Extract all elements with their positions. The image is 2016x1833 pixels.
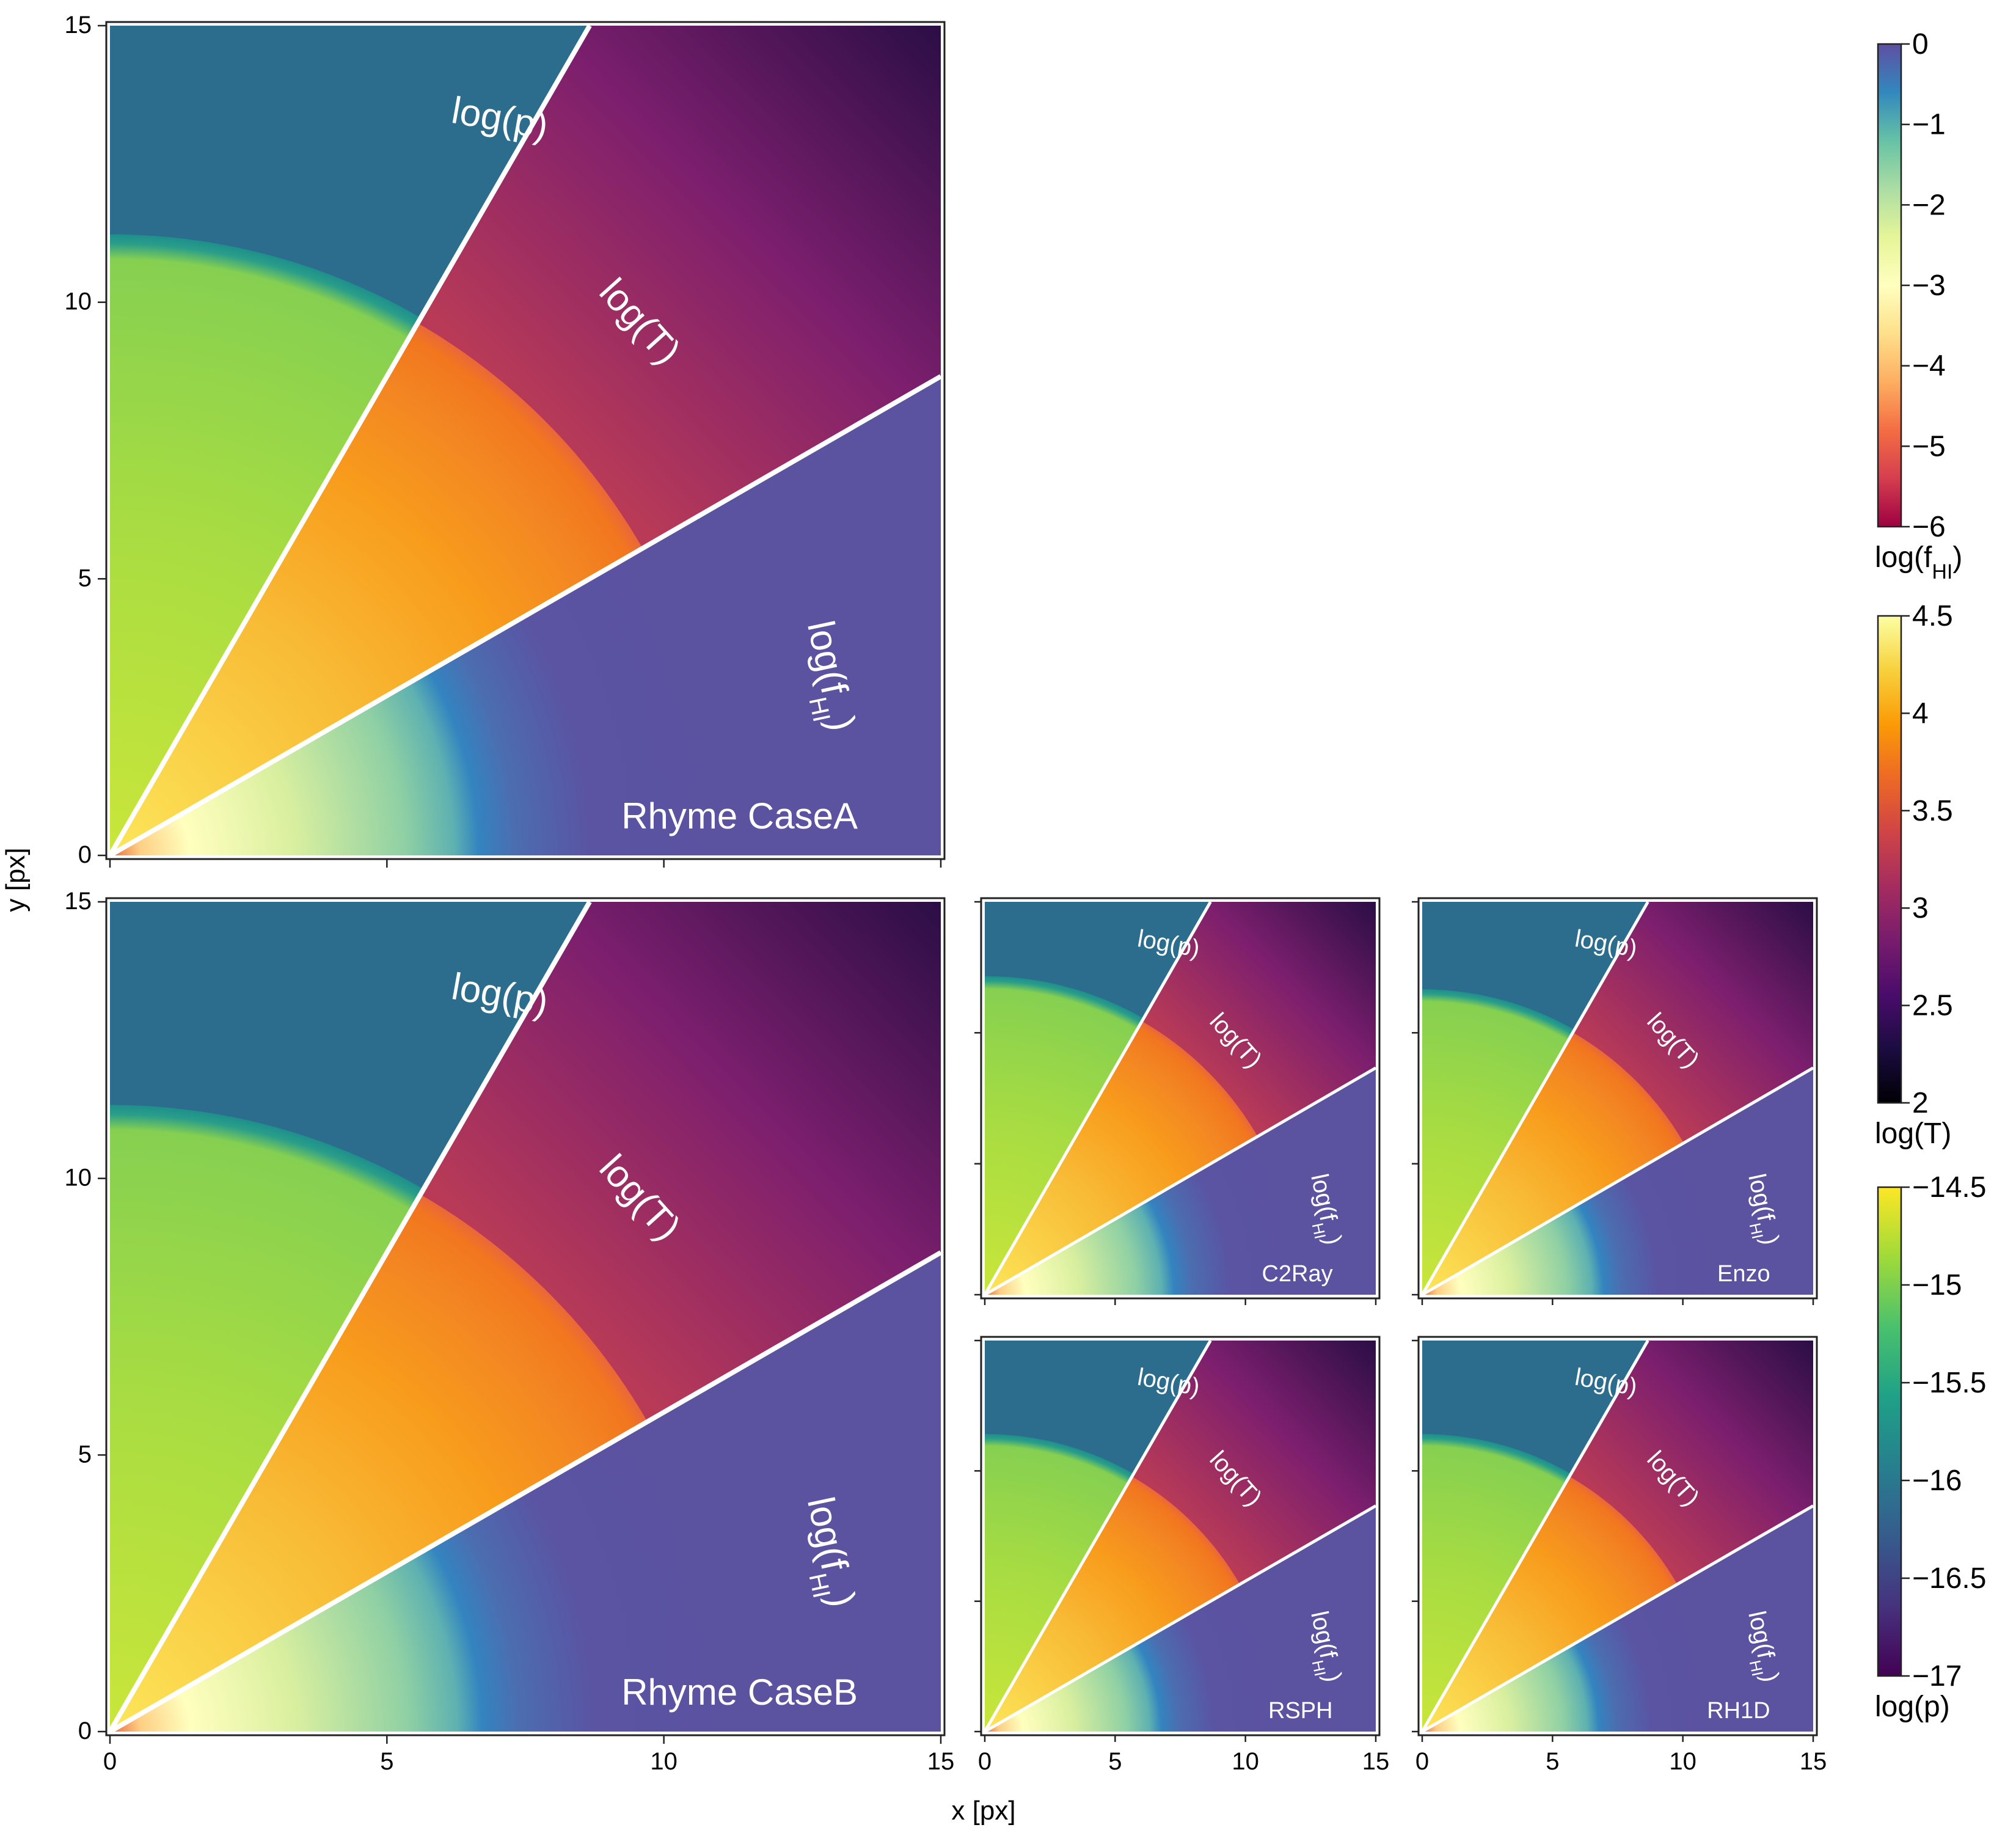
colorbar-tick-label: 0 (1912, 28, 1929, 60)
y-axis-label: y [px] (1, 847, 31, 912)
panel-title: Rhyme CaseA (621, 796, 858, 836)
colorbar-strip (1878, 44, 1901, 527)
x-axis-label: x [px] (951, 1796, 1015, 1826)
colorbar-tick-label: −2 (1912, 189, 1946, 221)
x-tick-label: 15 (1362, 1748, 1390, 1775)
y-tick-label: 10 (65, 1165, 92, 1191)
colorbar-tick-label: 3 (1912, 892, 1929, 924)
x-tick-label: 0 (978, 1748, 992, 1775)
x-tick-label: 0 (103, 1748, 117, 1775)
colorbar-tick-label: −15 (1912, 1269, 1962, 1301)
x-tick-label: 15 (927, 1748, 955, 1775)
y-tick-label: 0 (78, 1718, 92, 1744)
colorbar-tick-label: −16 (1912, 1465, 1962, 1497)
y-tick-label: 15 (65, 12, 92, 38)
panel-title: Rhyme CaseB (621, 1672, 858, 1713)
colorbar-tick-label: −5 (1912, 430, 1946, 463)
panel-title: RSPH (1268, 1698, 1333, 1724)
colorbar-strip (1878, 1187, 1901, 1676)
colorbar-tick-label: 2.5 (1912, 990, 1953, 1022)
colorbar-tick-label: −17 (1912, 1660, 1962, 1692)
y-tick-label: 10 (65, 288, 92, 315)
x-tick-label: 10 (1232, 1748, 1259, 1775)
colorbar-tick-label: 4.5 (1912, 600, 1953, 632)
colorbar-label: log(T) (1875, 1118, 1951, 1150)
colorbar-strip (1878, 616, 1901, 1103)
x-tick-label: 5 (380, 1748, 393, 1775)
colorbar-tick-label: 2 (1912, 1087, 1929, 1119)
colorbar-tick-label: −1 (1912, 109, 1946, 141)
colorbar-tick-label: −3 (1912, 269, 1946, 302)
x-tick-label: 15 (1800, 1748, 1827, 1775)
y-tick-label: 15 (65, 888, 92, 915)
colorbar-tick-label: −15.5 (1912, 1367, 1986, 1399)
x-tick-label: 10 (1669, 1748, 1696, 1775)
colorbar-tick-label: −6 (1912, 511, 1946, 543)
y-tick-label: 5 (78, 1441, 92, 1468)
colorbar-tick-label: −14.5 (1912, 1171, 1986, 1204)
y-tick-label: 0 (78, 841, 92, 868)
colorbar-tick-label: 4 (1912, 697, 1929, 730)
panel-title: Enzo (1717, 1261, 1770, 1287)
y-tick-label: 5 (78, 565, 92, 591)
colorbar-label: log(p) (1875, 1691, 1950, 1723)
panel-title: C2Ray (1262, 1261, 1332, 1287)
panel-title: RH1D (1707, 1698, 1770, 1724)
colorbar-tick-label: −4 (1912, 350, 1946, 382)
x-tick-label: 0 (1415, 1748, 1429, 1775)
panels: log(p)log(T)log(fHI)Rhyme CaseA051015log… (0, 12, 1827, 1833)
x-tick-label: 5 (1108, 1748, 1122, 1775)
x-tick-label: 10 (650, 1748, 677, 1775)
colorbar-label: log(fHI) (1875, 541, 1962, 584)
colorbar-tick-label: 3.5 (1912, 795, 1953, 827)
panel-rhyme-caseb: log(p)log(T)log(fHI)Rhyme CaseB005510101… (0, 888, 954, 1833)
colorbar-tick-label: −16.5 (1912, 1562, 1986, 1595)
x-tick-label: 5 (1546, 1748, 1559, 1775)
